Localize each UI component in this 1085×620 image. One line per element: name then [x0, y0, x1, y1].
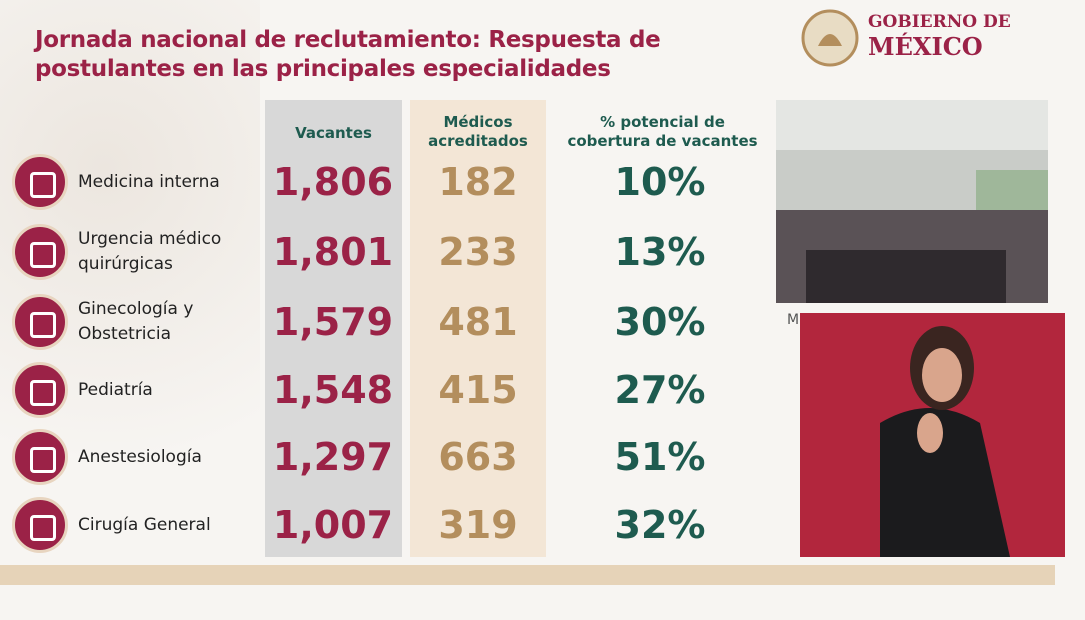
- specialty-icon: [12, 429, 68, 485]
- logo-text: GOBIERNO DE MÉXICO: [868, 12, 1011, 61]
- cobertura-value: 32%: [614, 503, 706, 547]
- title-line: Jornada nacional de reclutamiento: Respu…: [35, 27, 661, 53]
- column-header: Vacantes: [265, 124, 402, 143]
- photo-caption: M: [787, 312, 800, 328]
- vacantes-value: 1,297: [272, 435, 394, 479]
- cobertura-value: 30%: [614, 300, 706, 344]
- logo-line: GOBIERNO DE: [868, 12, 1011, 32]
- specialty-name-line: Urgencia médico: [78, 229, 222, 249]
- medicos-value: 319: [438, 503, 518, 547]
- specialty-icon: [12, 154, 68, 210]
- specialty-icon: [12, 294, 68, 350]
- cobertura-value: 10%: [614, 160, 706, 204]
- medicos-value: 481: [438, 300, 518, 344]
- vacantes-value: 1,806: [272, 160, 394, 204]
- specialty-name: Ginecología y Obstetricia: [78, 297, 193, 347]
- specialty-name: Medicina interna: [78, 170, 220, 195]
- title: Jornada nacional de reclutamiento: Respu…: [35, 26, 661, 84]
- specialty-icon: [12, 362, 68, 418]
- footer-band: [0, 565, 1055, 585]
- column-header-line: Médicos: [443, 113, 513, 131]
- title-line: postulantes en las principales especiali…: [35, 56, 611, 82]
- cobertura-value: 51%: [614, 435, 706, 479]
- column-header-line: % potencial de: [600, 113, 725, 131]
- specialty-name-line: Cirugía General: [78, 514, 211, 535]
- interpreter-video: [800, 313, 1065, 557]
- emblem: [801, 9, 859, 67]
- specialty-name-line: Medicina interna: [78, 171, 220, 192]
- medicos-value: 663: [438, 435, 518, 479]
- vacantes-value: 1,007: [272, 503, 394, 547]
- specialty-name-line: Pediatría: [78, 379, 153, 400]
- column-header: % potencial de cobertura de vacantes: [560, 113, 765, 151]
- specialty-name-line: Anestesiología: [78, 446, 202, 467]
- vacantes-column: [265, 100, 402, 557]
- cobertura-value: 27%: [614, 368, 706, 412]
- specialty-name: Pediatría: [78, 378, 153, 403]
- medicos-column: [410, 100, 546, 557]
- specialty-icon: [12, 224, 68, 280]
- specialty-name-line: Ginecología y: [78, 299, 194, 319]
- vacantes-value: 1,548: [272, 368, 394, 412]
- vacantes-value: 1,801: [272, 230, 394, 274]
- specialty-icon: [12, 497, 68, 553]
- column-header-line: acreditados: [428, 132, 528, 150]
- medicos-value: 415: [438, 368, 518, 412]
- specialty-name-line: Obstetricia: [78, 324, 172, 344]
- column-header: Médicos acreditados: [410, 113, 546, 151]
- specialty-name: Cirugía General: [78, 513, 211, 538]
- medicos-value: 182: [438, 160, 518, 204]
- column-header-line: cobertura de vacantes: [567, 132, 758, 150]
- photo: [776, 100, 1048, 303]
- logo-line: MÉXICO: [868, 32, 983, 61]
- cobertura-value: 13%: [614, 230, 706, 274]
- specialty-name-line: quirúrgicas: [78, 254, 173, 274]
- medicos-value: 233: [438, 230, 518, 274]
- column-header-line: Vacantes: [295, 124, 372, 142]
- vacantes-value: 1,579: [272, 300, 394, 344]
- specialty-name: Urgencia médico quirúrgicas: [78, 227, 221, 277]
- specialty-name: Anestesiología: [78, 445, 202, 470]
